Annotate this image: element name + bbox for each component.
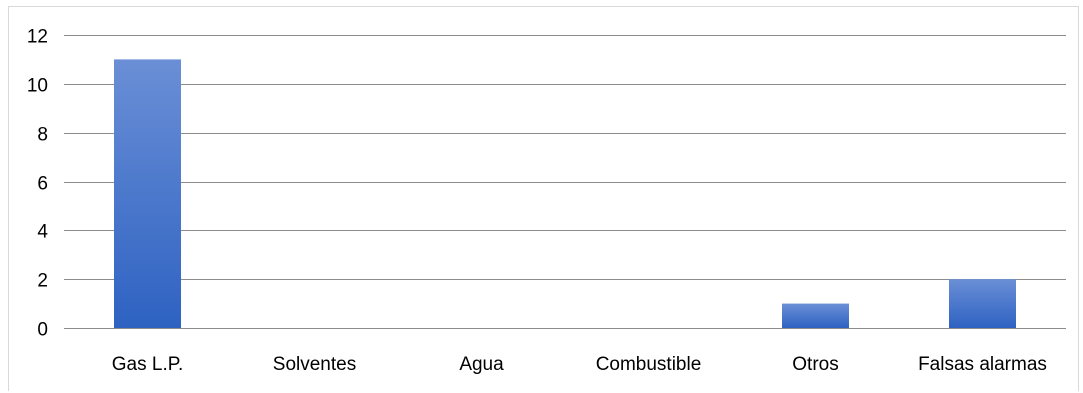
y-axis-tick-labels: 0 2 4 6 8 10 12 xyxy=(27,27,49,341)
x-tick-label: Solventes xyxy=(273,354,356,375)
bar-falsas-alarmas xyxy=(949,279,1016,328)
y-tick-label: 2 xyxy=(37,271,48,292)
y-tick-label: 6 xyxy=(37,174,48,195)
y-tick-label: 10 xyxy=(27,76,48,97)
bar-gas-l-p xyxy=(114,59,181,329)
x-tick-label: Falsas alarmas xyxy=(918,354,1047,375)
y-tick-label: 12 xyxy=(27,27,48,48)
x-tick-label: Otros xyxy=(792,354,838,375)
y-tick-label: 8 xyxy=(37,125,48,146)
x-axis-tick-labels: Gas L.P. Solventes Agua Combustible Otros Fal… xyxy=(112,354,1047,375)
y-tick-label: 4 xyxy=(37,222,48,243)
x-tick-label: Agua xyxy=(459,354,504,375)
x-tick-label: Combustible xyxy=(596,354,702,375)
chart-frame xyxy=(8,6,1079,391)
x-tick-label: Gas L.P. xyxy=(112,354,183,375)
gridlines xyxy=(64,35,1066,329)
bars xyxy=(114,59,1016,329)
bar-otros xyxy=(782,303,849,328)
y-tick-label: 0 xyxy=(37,320,48,341)
